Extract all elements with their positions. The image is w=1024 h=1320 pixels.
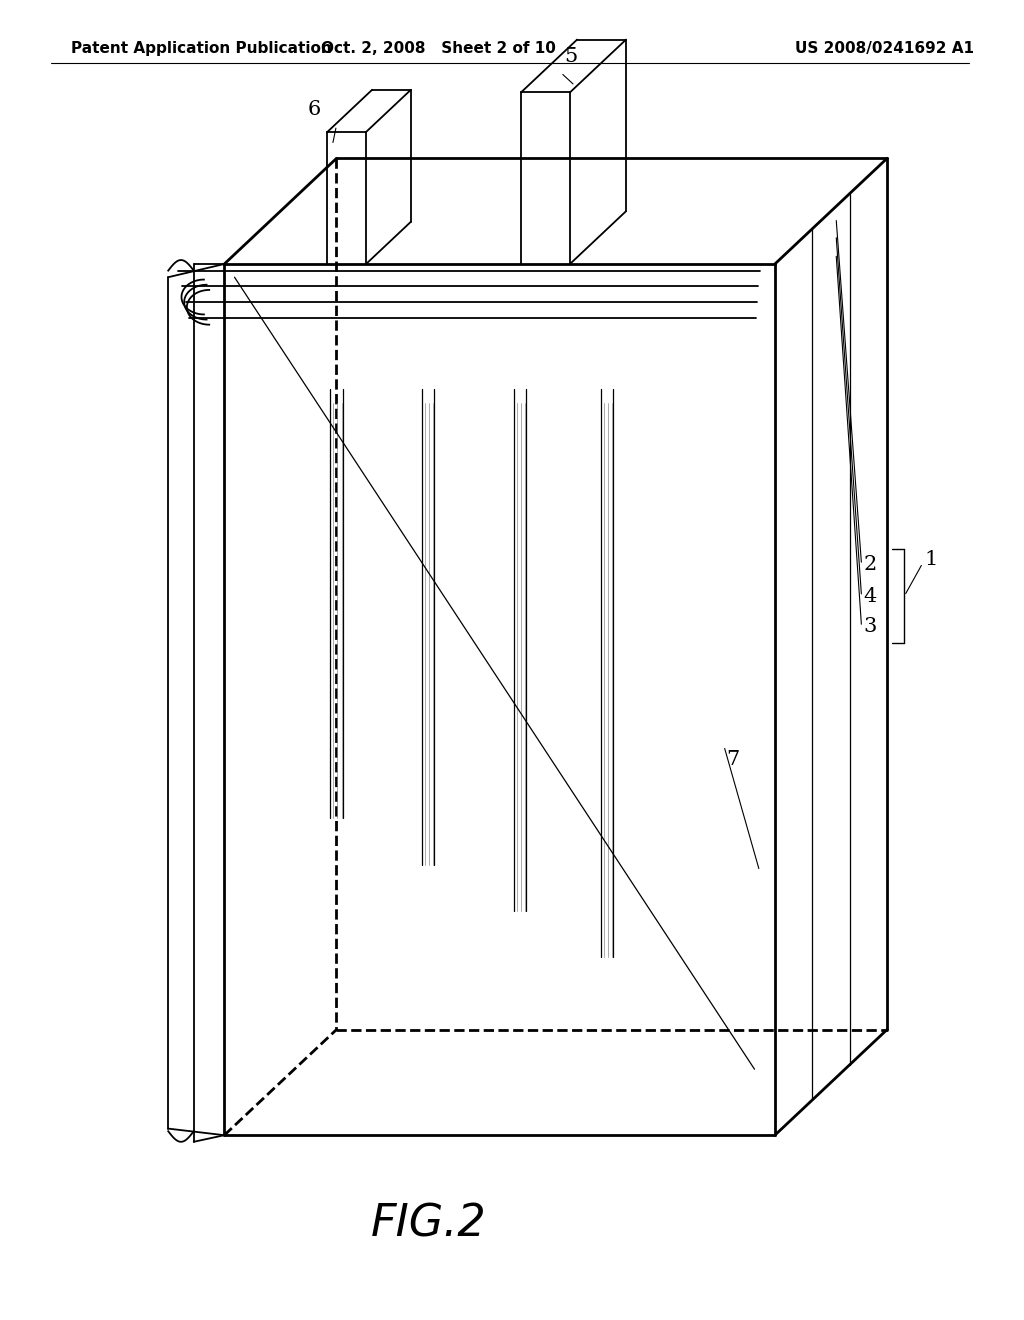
Text: FIG.2: FIG.2 <box>371 1203 486 1245</box>
Text: US 2008/0241692 A1: US 2008/0241692 A1 <box>796 41 974 57</box>
Text: 5: 5 <box>564 48 578 66</box>
Text: 2: 2 <box>863 556 877 574</box>
Text: 4: 4 <box>863 587 877 606</box>
Text: Patent Application Publication: Patent Application Publication <box>72 41 332 57</box>
Text: 6: 6 <box>308 100 322 119</box>
Text: 3: 3 <box>863 618 877 636</box>
Text: 1: 1 <box>925 549 938 569</box>
Text: Oct. 2, 2008   Sheet 2 of 10: Oct. 2, 2008 Sheet 2 of 10 <box>321 41 556 57</box>
Text: 7: 7 <box>726 750 739 768</box>
